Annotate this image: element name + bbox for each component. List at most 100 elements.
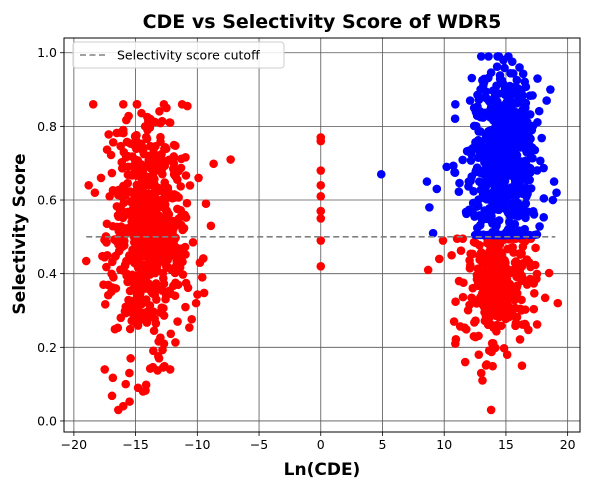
data-point <box>108 138 118 147</box>
data-point <box>127 211 136 221</box>
data-point <box>138 146 148 156</box>
data-point <box>144 180 154 190</box>
data-point <box>514 84 523 94</box>
data-point <box>483 320 493 330</box>
data-point <box>517 248 526 258</box>
data-point <box>169 281 178 291</box>
data-point <box>522 119 532 128</box>
data-point <box>133 138 142 148</box>
data-point <box>475 255 484 265</box>
data-point <box>102 262 111 272</box>
data-point <box>480 282 489 292</box>
data-point <box>132 99 142 109</box>
data-point <box>434 254 444 264</box>
data-point <box>464 205 474 215</box>
data-point <box>466 149 476 159</box>
data-point <box>159 240 169 249</box>
data-point <box>442 162 451 172</box>
data-point <box>152 152 162 161</box>
data-point <box>195 258 205 268</box>
data-point <box>532 274 541 284</box>
data-point <box>552 188 561 197</box>
plot-frame <box>63 37 581 433</box>
data-point <box>494 216 504 225</box>
data-point <box>143 197 152 207</box>
data-point <box>449 317 459 326</box>
data-point <box>450 114 460 124</box>
y-tick-label: 0.6 <box>37 193 57 208</box>
data-point <box>142 134 152 144</box>
data-point <box>161 261 171 271</box>
data-point <box>451 297 460 307</box>
data-point <box>470 318 479 327</box>
data-point <box>152 231 162 240</box>
data-point <box>474 145 484 155</box>
data-point <box>475 137 485 147</box>
data-point <box>522 175 531 185</box>
y-tick-label: 0.8 <box>37 119 57 134</box>
data-point <box>107 391 117 401</box>
data-point <box>158 286 167 295</box>
data-point <box>493 241 502 251</box>
data-point <box>491 307 500 317</box>
data-point <box>510 258 520 267</box>
data-point <box>486 208 496 218</box>
data-point <box>465 96 475 105</box>
data-point <box>160 161 170 171</box>
data-point <box>518 164 528 174</box>
data-point <box>105 192 114 201</box>
data-point <box>454 276 464 286</box>
data-point <box>517 262 527 271</box>
data-point <box>316 214 326 223</box>
data-point <box>458 292 468 302</box>
data-point <box>423 265 433 275</box>
data-point <box>149 307 158 317</box>
data-point <box>492 81 501 90</box>
data-point <box>536 156 545 166</box>
data-point <box>482 175 492 184</box>
data-point <box>126 354 135 363</box>
data-point <box>117 164 127 173</box>
data-point <box>517 140 527 150</box>
data-point <box>469 187 478 196</box>
data-point <box>465 300 474 310</box>
data-point <box>539 163 548 173</box>
data-point <box>499 262 508 272</box>
data-point <box>153 251 162 260</box>
data-point <box>528 207 538 216</box>
data-point <box>483 160 492 170</box>
data-point <box>114 226 124 236</box>
data-point <box>84 180 93 190</box>
data-point <box>527 153 537 163</box>
data-point <box>136 237 146 247</box>
data-point <box>137 108 146 118</box>
data-point <box>316 192 326 201</box>
data-point <box>113 186 123 196</box>
data-point <box>134 278 144 287</box>
data-point <box>137 264 147 274</box>
legend-label-cutoff: Selectivity score cutoff <box>117 48 260 63</box>
data-point <box>474 211 484 220</box>
data-point <box>118 125 128 135</box>
data-point <box>171 338 180 347</box>
data-point <box>147 283 156 292</box>
data-point <box>503 141 513 151</box>
data-point <box>493 230 503 240</box>
data-point <box>167 251 177 260</box>
data-point <box>486 191 496 200</box>
data-point <box>102 219 112 229</box>
data-point <box>194 173 203 183</box>
data-point <box>466 156 476 165</box>
data-point <box>155 107 164 116</box>
data-point <box>162 228 171 238</box>
legend-box <box>72 41 285 69</box>
data-point <box>481 311 491 321</box>
data-point <box>148 223 157 233</box>
data-point <box>458 155 467 165</box>
data-point <box>150 214 160 224</box>
data-point <box>535 222 544 231</box>
data-point <box>474 195 483 204</box>
data-point <box>99 280 108 290</box>
data-point <box>161 144 171 154</box>
